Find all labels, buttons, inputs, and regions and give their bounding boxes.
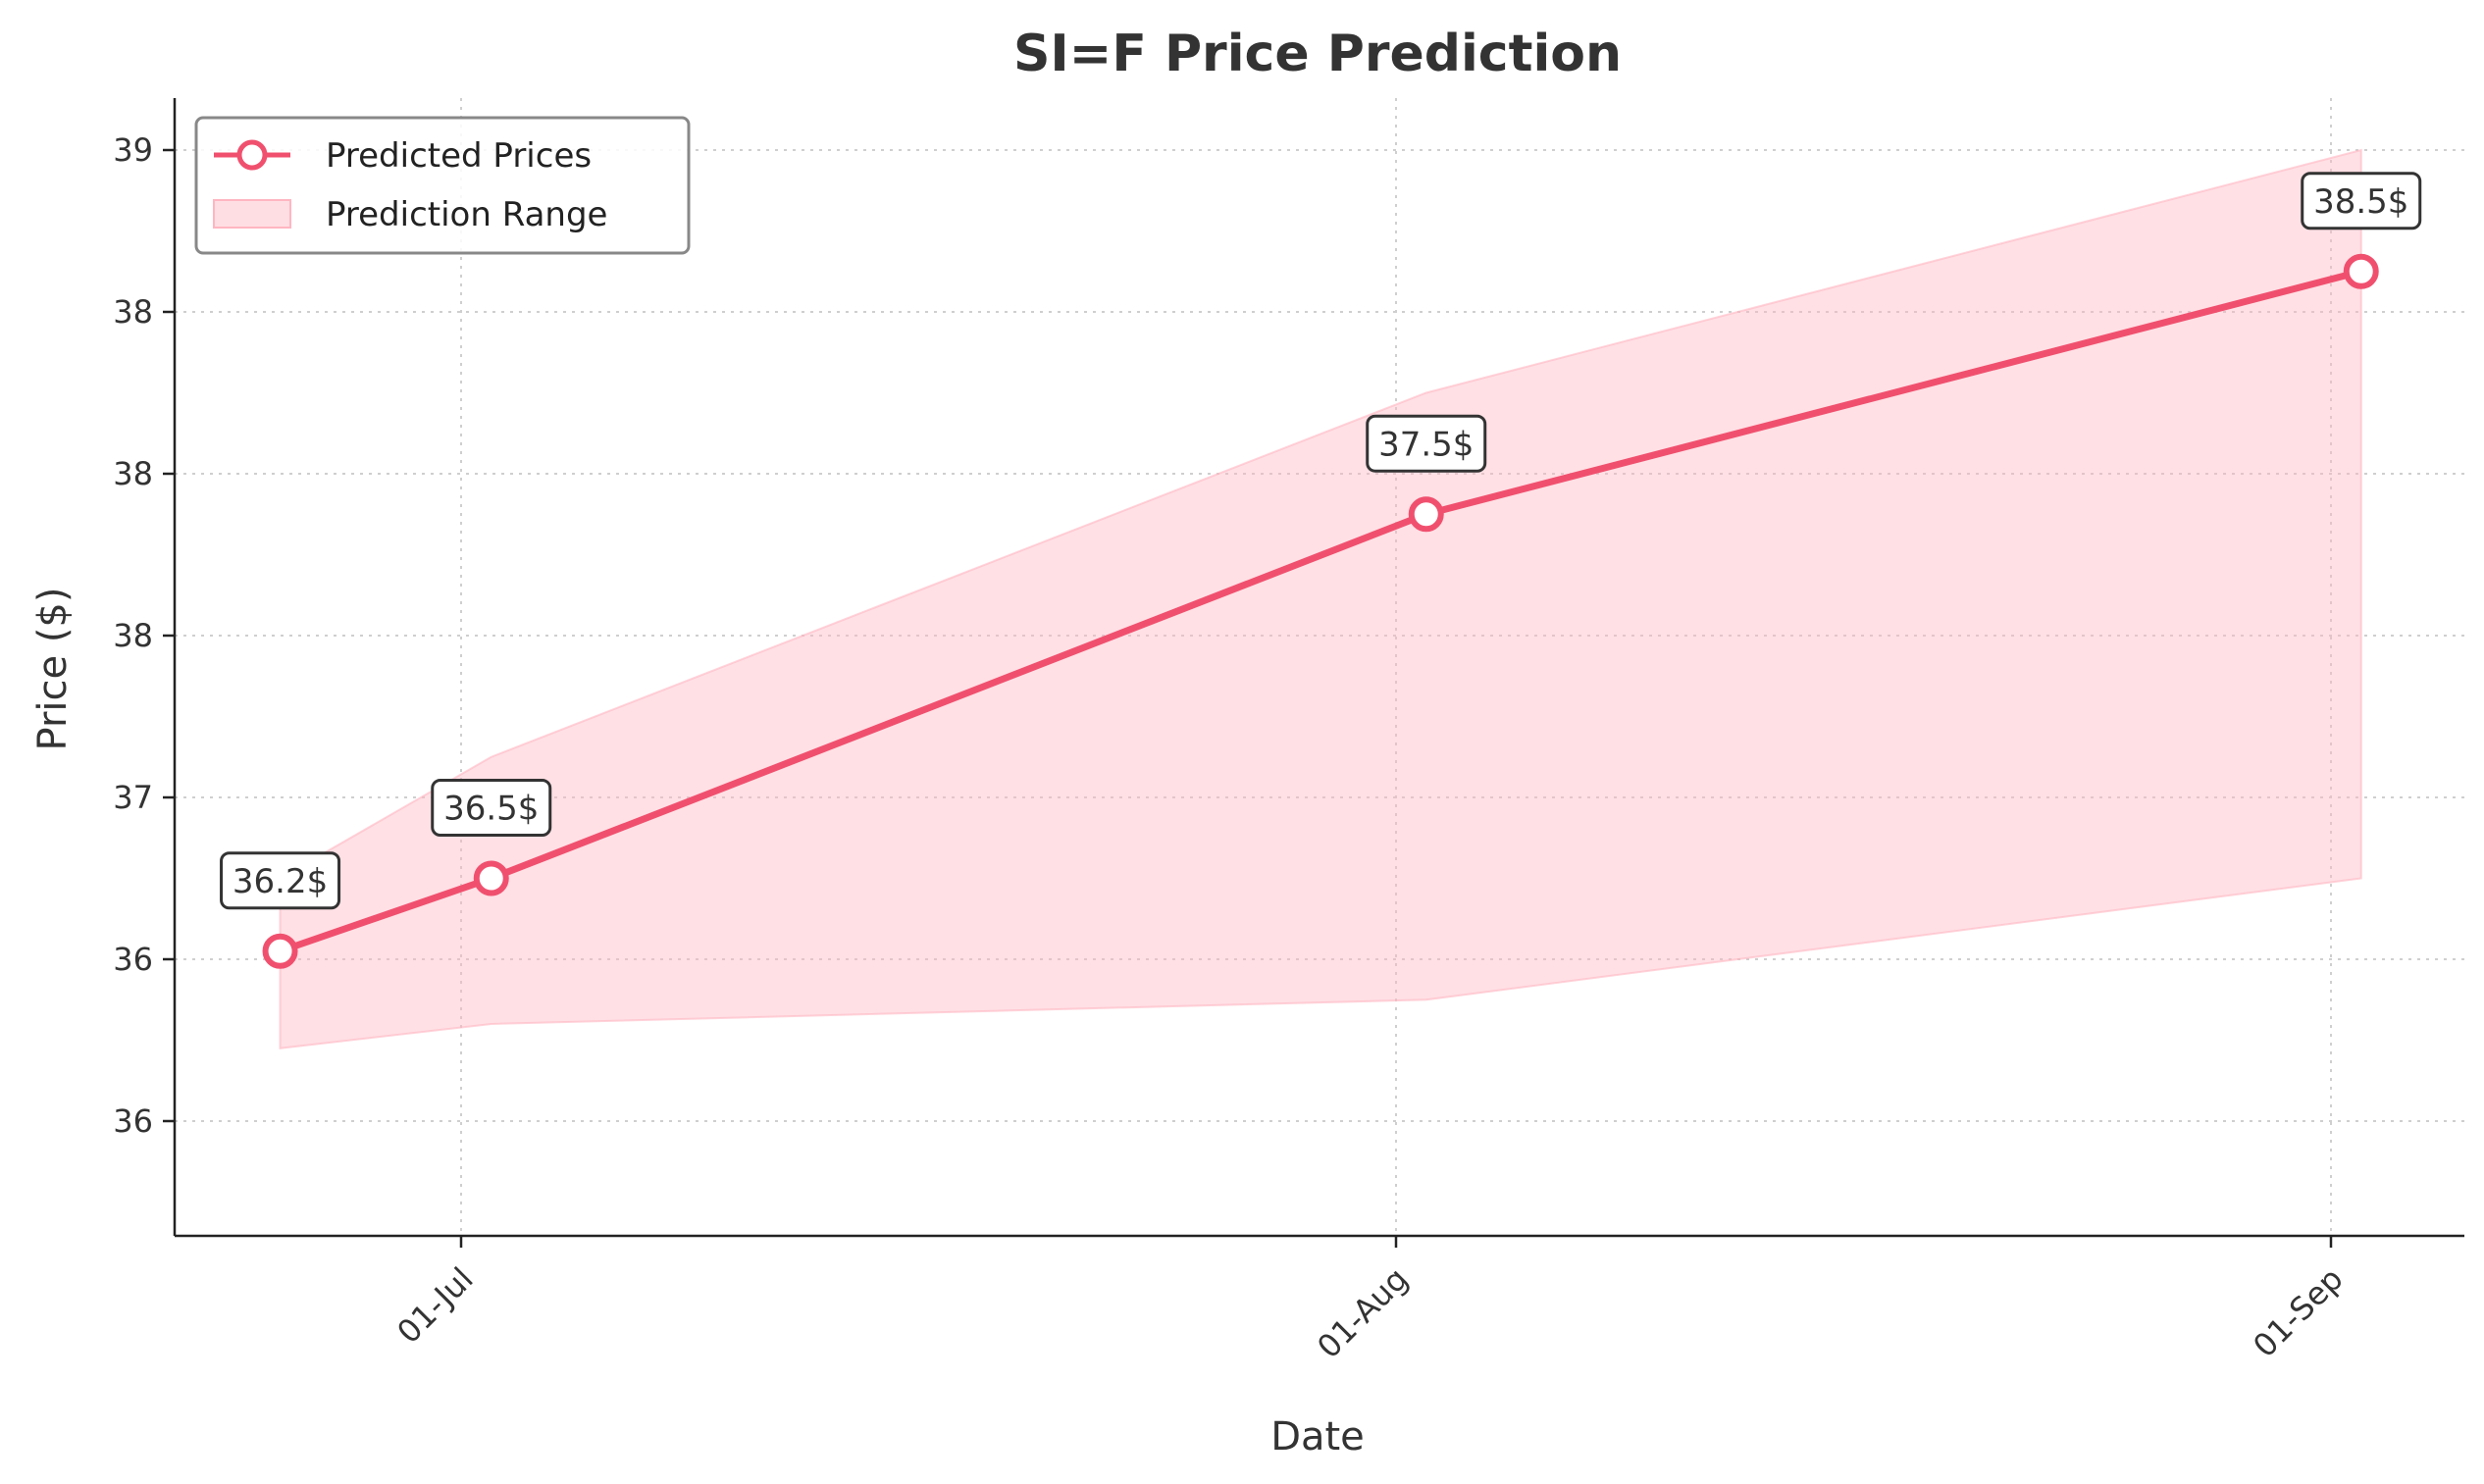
legend-label-prediction-range: Prediction Range — [326, 195, 607, 234]
data-label-3: 38.5$ — [2313, 182, 2408, 222]
y-tick-label-4: 38 — [113, 455, 153, 492]
predicted-point-3 — [2343, 253, 2379, 289]
y-tick-label-3: 38 — [113, 617, 153, 654]
data-labels: 36.2$ 36.5$ 37.5$ 38.5$ — [220, 172, 2422, 910]
predicted-point-0 — [262, 933, 298, 969]
y-axis-label: Price ($) — [30, 588, 76, 751]
predicted-point-2 — [1408, 496, 1444, 533]
y-tick-label-5: 38 — [113, 293, 153, 331]
data-label-box-2 — [1366, 414, 1487, 473]
grid-lines — [175, 98, 2464, 1236]
y-tick-label-6: 39 — [113, 131, 153, 169]
axes — [173, 98, 2464, 1238]
data-label-0: 36.2$ — [233, 862, 328, 901]
data-label-box-0 — [220, 851, 341, 910]
predicted-point-1 — [473, 860, 509, 896]
y-tick-label-1: 36 — [113, 941, 153, 978]
y-axis-ticks: 36 36 37 38 38 38 39 — [113, 131, 175, 1140]
legend-band-swatch — [213, 199, 291, 229]
legend-frame — [194, 116, 691, 255]
y-tick-label-0: 36 — [113, 1102, 153, 1140]
prediction-range-band-group — [279, 148, 2362, 1049]
prediction-range-band — [279, 148, 2362, 1049]
data-label-box-1 — [431, 779, 552, 837]
x-axis-label: Date — [1270, 1414, 1365, 1459]
legend: Predicted Prices Prediction Range — [194, 116, 691, 255]
data-label-1: 36.5$ — [443, 790, 539, 829]
y-tick-label-2: 37 — [113, 779, 153, 816]
data-label-box-3 — [2301, 172, 2422, 230]
data-label-2: 37.5$ — [1378, 425, 1474, 464]
legend-marker-swatch — [236, 139, 268, 171]
predicted-prices-line — [279, 268, 2362, 955]
chart-title: SI=F Price Prediction — [1013, 25, 1622, 83]
legend-label-predicted-prices: Predicted Prices — [326, 136, 592, 176]
data-points — [262, 253, 2379, 969]
predicted-prices-line-group — [279, 268, 2362, 955]
